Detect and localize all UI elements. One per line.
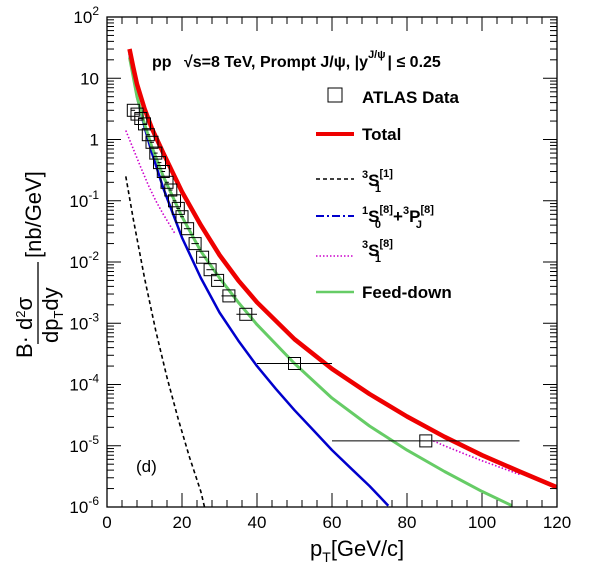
- y-tick-label: 10-3: [69, 310, 99, 333]
- data-point-marker: [141, 128, 155, 142]
- plot-area: [107, 17, 557, 507]
- data-point-marker: [149, 146, 163, 160]
- data-point: [126, 103, 140, 117]
- y-tick-label: 10-4: [69, 372, 99, 395]
- legend-label-atlas: ATLAS Data: [362, 88, 460, 107]
- data-point: [171, 201, 185, 215]
- series-line-1s0-8-3pj-8-: [128, 53, 390, 507]
- data-point-marker: [164, 183, 178, 197]
- legend-label-3s1-singlet: 3S[1] 1: [362, 168, 393, 195]
- data-point-marker: [138, 117, 151, 131]
- data-point-marker: [203, 263, 217, 277]
- x-tick-label: 60: [323, 513, 342, 532]
- series-line-3s1-8-: [125, 130, 176, 234]
- data-point-marker: [153, 156, 166, 170]
- data-point-marker: [126, 103, 140, 117]
- data-point-marker: [171, 201, 185, 215]
- y-axis-denominator: dpTdy: [38, 287, 66, 343]
- data-point: [181, 222, 195, 236]
- data-point-marker: [156, 165, 170, 178]
- legend-label-feed-down: Feed-down: [362, 283, 452, 302]
- data-point: [236, 307, 257, 321]
- data-point-marker: [160, 175, 174, 189]
- data-point-marker: [188, 237, 202, 251]
- data-point-marker: [222, 289, 236, 303]
- x-tick-label: 40: [248, 513, 267, 532]
- data-point-marker: [168, 194, 181, 208]
- legend: ATLAS Data Total 3S[1] 1 1S[8] 0 +3P[8] J 3S…: [316, 87, 460, 302]
- y-tick-labels: 10-6 10-5 10-4 10-3 10-2 10-1 1 10 102: [69, 4, 99, 517]
- y-tick-label: 10-6: [69, 494, 99, 517]
- y-axis-prefix: B·: [12, 336, 37, 358]
- data-point-marker: [239, 307, 253, 321]
- chart-header: pp √s=8 TeV, Prompt J/ψ, |yJ/ψ | ≤ 0.25: [152, 49, 441, 71]
- x-tick-labels: 0 20 40 60 80 100 120: [102, 513, 571, 532]
- y-tick-label: 1: [90, 131, 99, 150]
- x-axis-title: pT[GeV/c]: [310, 536, 404, 565]
- data-point: [332, 434, 520, 448]
- y-axis-unit: [nb/GeV]: [21, 171, 46, 258]
- series-line-3s1-8--tail: [432, 440, 520, 476]
- legend-marker-atlas: [327, 87, 343, 103]
- data-point: [160, 175, 174, 189]
- data-point-marker: [145, 135, 159, 149]
- y-axis-title: B· d2σ dpTdy [nb/GeV]: [12, 171, 66, 358]
- x-tick-label: 0: [102, 513, 111, 532]
- data-point: [149, 146, 163, 160]
- series-line-3s1-1-: [125, 176, 206, 507]
- series-line-total: [127, 48, 557, 490]
- data-point-marker: [211, 273, 225, 287]
- data-point: [257, 357, 332, 370]
- data-point: [156, 165, 170, 178]
- y-tick-label: 10-2: [69, 249, 99, 272]
- x-tick-label: 20: [173, 513, 192, 532]
- panel-label: (d): [136, 457, 157, 476]
- data-point: [164, 183, 178, 197]
- legend-label-3s1-octet: 3S[8] 1: [362, 238, 393, 265]
- data-point: [188, 237, 202, 251]
- axis-ticks: [106, 16, 558, 508]
- curves: [125, 48, 557, 507]
- data-point: [141, 128, 155, 142]
- data-points: [126, 103, 520, 448]
- legend-label-color-octet-cs: 1S[8] 0 +3P[8] J: [362, 204, 434, 231]
- data-point: [221, 289, 237, 303]
- data-point-marker: [181, 222, 195, 236]
- x-tick-label: 100: [468, 513, 496, 532]
- y-axis-numerator: d2σ: [12, 297, 37, 330]
- data-point-marker: [419, 434, 433, 448]
- data-point: [145, 135, 159, 149]
- y-tick-label: 10-5: [69, 433, 99, 456]
- data-point: [203, 263, 217, 277]
- data-point: [138, 117, 151, 131]
- data-point: [153, 156, 166, 170]
- data-point: [211, 273, 225, 287]
- data-point-marker: [196, 250, 210, 264]
- y-tick-label: 102: [73, 4, 99, 27]
- y-tick-label: 10-1: [69, 188, 99, 211]
- data-point-marker: [134, 112, 148, 125]
- data-point: [134, 112, 148, 125]
- y-tick-label: 10: [80, 69, 99, 88]
- data-point: [130, 107, 144, 121]
- data-point: [196, 250, 210, 264]
- data-point-marker: [288, 357, 301, 370]
- data-point-marker: [130, 107, 144, 121]
- series-line-feed-down: [128, 57, 513, 507]
- x-tick-label: 80: [398, 513, 417, 532]
- data-point: [168, 194, 181, 208]
- legend-label-total: Total: [362, 125, 401, 144]
- x-tick-label: 120: [543, 513, 571, 532]
